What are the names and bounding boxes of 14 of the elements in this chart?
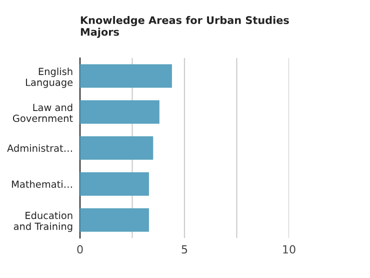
chart-title: Knowledge Areas for Urban Studies Majors [80, 16, 289, 38]
x-tick-label: 0 [77, 245, 83, 254]
y-tick-label: English Language [26, 68, 73, 88]
bar [80, 136, 154, 160]
bar [80, 100, 160, 124]
bar [80, 172, 149, 196]
bar [80, 64, 172, 88]
y-tick-label: Education and Training [14, 212, 72, 232]
bar [80, 208, 149, 232]
x-tick-label: 5 [182, 245, 188, 254]
y-tick-label: Mathemati… [12, 180, 72, 188]
y-tick-label: Law and Government [12, 104, 73, 122]
x-tick-label: 10 [283, 245, 296, 254]
y-tick-label: Administrat… [7, 144, 72, 152]
